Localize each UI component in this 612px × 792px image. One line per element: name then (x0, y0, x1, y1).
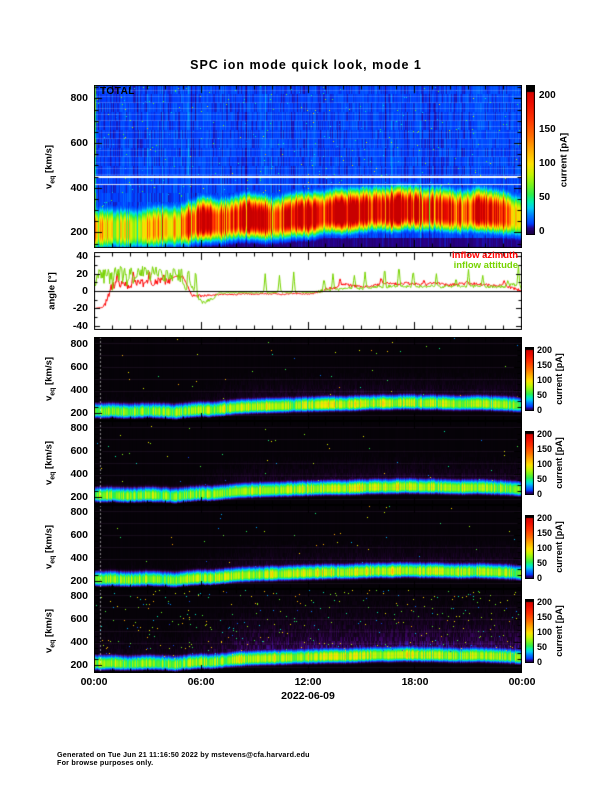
velocity-tick-label: 800 (70, 505, 88, 518)
legend-inflow-attitude: inflow attitude (453, 259, 518, 271)
velocity-tick-label: 600 (70, 444, 88, 457)
velocity-axis-label: veq [km/s] (43, 608, 57, 654)
colorbar-axis-label: current [pA] (554, 605, 564, 657)
velocity-axis-label: veq [km/s] (43, 524, 57, 570)
colorbar-tick-label: 200 (537, 596, 553, 607)
angle-axis-label: angle [°] (46, 272, 58, 310)
x-axis-tick-0000a: 00:00 (80, 676, 108, 688)
collector-spectrogram-canvas-4 (94, 589, 522, 673)
inflow-angle-plot-canvas (94, 252, 522, 330)
velocity-tick-label: 200 (70, 490, 88, 503)
velocity-tick-label: 800 (70, 92, 88, 105)
collector-spectrogram-canvas-2 (94, 421, 522, 505)
footer-generated-line: Generated on Tue Jun 21 11:16:50 2022 by… (57, 750, 310, 759)
colorbar-tick-label: 50 (539, 192, 551, 203)
page-title: SPC ion mode quick look, mode 1 (190, 58, 422, 72)
x-axis-tick-1200: 12:00 (294, 676, 322, 688)
legend-inflow-azimuth: inflow azimuth (452, 250, 518, 261)
colorbar-tick-label: 150 (537, 611, 553, 622)
velocity-tick-label: 200 (70, 658, 88, 671)
colorbar-collector-1 (525, 347, 534, 411)
colorbar-tick-label: 100 (539, 157, 556, 169)
angle-tick-label: -20 (72, 302, 88, 315)
velocity-tick-label: 600 (70, 360, 88, 373)
velocity-axis-label: veq [km/s] (43, 144, 57, 189)
collector-spectrogram-canvas-3 (94, 505, 522, 589)
angle-tick-label: -40 (72, 319, 88, 332)
total-spectrogram-canvas (94, 85, 522, 248)
colorbar-axis-label: current [pA] (554, 521, 564, 573)
velocity-axis-label: veq [km/s] (43, 356, 57, 402)
colorbar-tick-label: 100 (537, 626, 553, 637)
velocity-tick-label: 800 (70, 421, 88, 434)
colorbar-tick-label: 50 (537, 557, 548, 568)
colorbar-tick-label: 150 (537, 359, 553, 370)
colorbar-tick-label: 0 (537, 404, 543, 415)
velocity-tick-label: 400 (70, 635, 88, 648)
velocity-axis-label: veq [km/s] (43, 440, 57, 486)
velocity-tick-label: 400 (70, 467, 88, 480)
colorbar-tick-label: 100 (537, 542, 553, 553)
colorbar-tick-label: 200 (537, 512, 553, 523)
colorbar-tick-label: 50 (537, 473, 548, 484)
colorbar-tick-label: 0 (537, 488, 543, 499)
velocity-tick-label: 600 (70, 137, 88, 150)
colorbar-collector-3 (525, 515, 534, 579)
colorbar-tick-label: 0 (537, 656, 543, 667)
velocity-tick-label: 800 (70, 589, 88, 602)
velocity-tick-label: 800 (70, 337, 88, 350)
colorbar-tick-label: 100 (537, 458, 553, 469)
velocity-tick-label: 600 (70, 612, 88, 625)
colorbar-collector-4 (525, 599, 534, 663)
colorbar-collector-2 (525, 431, 534, 495)
colorbar-tick-label: 150 (539, 123, 556, 135)
colorbar-tick-label: 100 (537, 374, 553, 385)
colorbar-tick-label: 150 (537, 443, 553, 454)
velocity-tick-label: 200 (70, 574, 88, 587)
angle-tick-label: 0 (82, 285, 88, 297)
velocity-tick-label: 400 (70, 551, 88, 564)
velocity-tick-label: 200 (70, 406, 88, 419)
colorbar-total (526, 85, 535, 235)
colorbar-tick-label: 200 (537, 428, 553, 439)
x-axis-tick-0000b: 00:00 (508, 676, 536, 688)
velocity-tick-label: 600 (70, 528, 88, 541)
colorbar-tick-label: 50 (537, 641, 548, 652)
colorbar-tick-label: 50 (537, 389, 548, 400)
colorbar-axis-label: current [pA] (558, 132, 570, 188)
angle-tick-label: 40 (76, 250, 88, 263)
x-axis-date-label: 2022-06-09 (281, 690, 335, 702)
colorbar-axis-label: current [pA] (554, 353, 564, 405)
colorbar-tick-label: 150 (537, 527, 553, 538)
footer-browse-line: For browse purposes only. (57, 758, 154, 767)
colorbar-axis-label: current [pA] (554, 437, 564, 489)
total-panel-label: TOTAL (100, 86, 135, 97)
x-axis-tick-1800: 18:00 (401, 676, 429, 688)
colorbar-tick-label: 200 (539, 89, 556, 101)
collector-spectrogram-canvas-1 (94, 337, 522, 421)
colorbar-tick-label: 200 (537, 344, 553, 355)
colorbar-tick-label: 0 (537, 572, 543, 583)
velocity-tick-label: 400 (70, 383, 88, 396)
velocity-tick-label: 200 (70, 226, 88, 239)
x-axis-tick-0600: 06:00 (187, 676, 215, 688)
angle-tick-label: 20 (76, 267, 88, 280)
velocity-tick-label: 400 (70, 181, 88, 194)
colorbar-tick-label: 0 (539, 226, 545, 238)
